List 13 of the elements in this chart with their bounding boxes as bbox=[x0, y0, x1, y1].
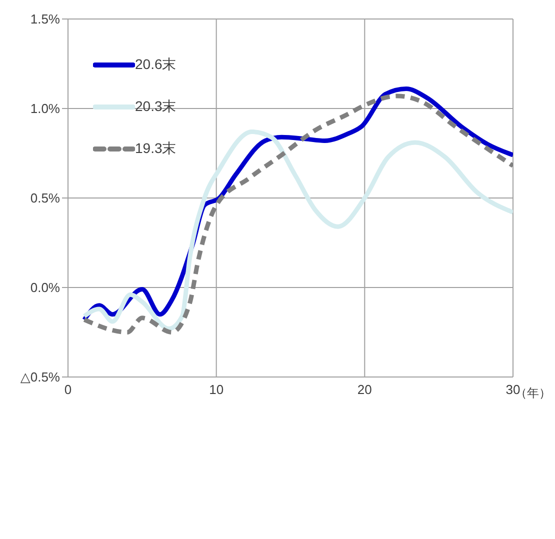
y-tick-label: 1.0% bbox=[30, 101, 60, 116]
y-tick-label: 0.0% bbox=[30, 280, 60, 296]
legend-label: 20.6末 bbox=[135, 56, 176, 74]
x-tick-label: 30 bbox=[506, 382, 520, 398]
y-tick-label: 0.5% bbox=[30, 190, 60, 206]
legend-label: 19.3末 bbox=[135, 140, 176, 158]
legend-label: 20.3末 bbox=[135, 98, 176, 116]
x-tick-label: 10 bbox=[209, 382, 224, 398]
y-tick-label: 1.5% bbox=[30, 12, 60, 27]
x-tick-label: 20 bbox=[357, 382, 372, 398]
x-tick-label: 0 bbox=[64, 382, 72, 398]
line-series bbox=[82, 130, 513, 331]
y-tick-label: △0.5% bbox=[20, 370, 60, 385]
